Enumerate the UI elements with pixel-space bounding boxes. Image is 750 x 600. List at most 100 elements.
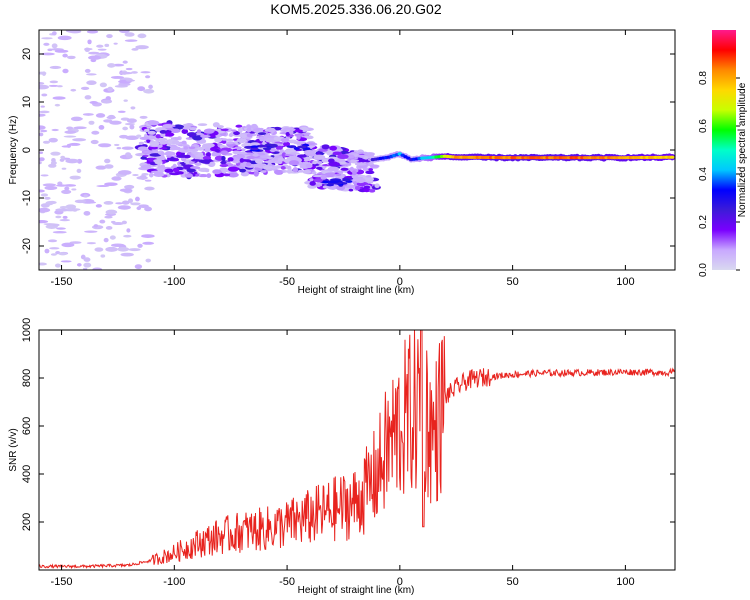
spectrogram-cell: [335, 173, 342, 177]
spectrogram-cell: [223, 173, 231, 177]
spectrogram-cell: [39, 125, 46, 130]
spectrogram-cell: [137, 146, 148, 151]
spectrogram-cell: [188, 146, 196, 150]
spectrogram-cell: [190, 166, 201, 170]
spectrogram-cell: [349, 166, 355, 172]
spectrogram-cell: [280, 137, 290, 143]
spectrogram-cell: [125, 79, 136, 82]
spectrogram-cell: [296, 154, 307, 158]
spectrogram-cell: [39, 110, 50, 114]
spectrogram-cell: [126, 118, 137, 124]
spectrogram-cell: [157, 157, 167, 160]
spectrogram-cell: [42, 140, 50, 144]
spectrogram-cell: [118, 71, 133, 75]
spectrogram-cell: [225, 141, 234, 145]
spectrogram-cell: [104, 164, 114, 169]
spectrogram-cell: [39, 207, 51, 213]
spectrogram-cell: [65, 204, 77, 210]
spectrogram-cell: [121, 220, 127, 225]
spectrogram-cell: [61, 189, 72, 194]
spectrogram-cell: [155, 134, 161, 139]
spectrogram-cell: [50, 151, 61, 156]
spectrogram-cell: [155, 138, 161, 142]
spectrogram-cell: [39, 81, 45, 85]
spectrogram-cell: [80, 86, 90, 90]
spectrogram-cell: [368, 168, 373, 172]
spectrogram-cell: [241, 148, 246, 152]
spectrogram-cell: [240, 171, 250, 177]
spectrogram-cell: [337, 154, 349, 160]
spectrogram-cell: [104, 215, 113, 219]
spectrogram-cell: [235, 124, 243, 128]
spectrogram-cell: [153, 172, 165, 177]
spectrogram-cell: [125, 135, 139, 140]
colorbar-tick-label: 0.6: [698, 119, 709, 133]
spectrogram-cell: [125, 67, 133, 71]
spectrogram-cell: [365, 170, 375, 175]
colorbar-tick-label: 0.0: [698, 263, 709, 277]
spectrogram-cell: [206, 173, 212, 178]
dominant-frequency-track: [369, 151, 675, 163]
spectrogram-cell: [339, 150, 349, 154]
spectrogram-cell: [40, 193, 49, 197]
spectrogram-cell: [124, 184, 135, 190]
spectrogram-cell: [363, 185, 371, 189]
spectrogram-cell: [189, 126, 197, 131]
spectrogram-cell: [228, 133, 234, 138]
spectrogram-cell: [83, 262, 92, 268]
spectrogram-cell: [275, 160, 280, 164]
spectrogram-cell: [54, 103, 61, 107]
spectrogram-cell: [209, 161, 216, 167]
spectrogram-cell: [98, 143, 112, 148]
spectrogram-cell: [184, 173, 193, 178]
spectrogram-cell: [239, 168, 247, 173]
colorbar-tick-label: 0.2: [698, 215, 709, 229]
spectrogram-cell: [235, 153, 245, 160]
spectrogram-cell: [40, 174, 49, 177]
spectrogram-cell: [44, 248, 50, 254]
spectrogram-cell: [76, 263, 82, 267]
spectrogram-cell: [212, 169, 222, 175]
spectrogram-cell: [137, 243, 143, 248]
spectrogram-cell: [41, 93, 48, 97]
spectrogram-cell: [341, 178, 351, 182]
spectrogram-cell: [255, 159, 262, 164]
spectrogram-cell: [42, 183, 57, 187]
x-tick-label: -150: [51, 576, 73, 588]
spectrogram-cell: [113, 143, 120, 147]
spectrogram-cell: [162, 132, 175, 137]
spectrogram-cell: [253, 163, 260, 168]
spectrogram-cell: [62, 53, 68, 58]
spectrogram-cell: [195, 173, 200, 177]
spectrogram-x-ticks: -150 -100 -50 0 50 100: [51, 30, 635, 288]
spectrogram-cell: [84, 95, 92, 100]
spectrogram-cell: [48, 84, 59, 87]
spectrogram-cell: [264, 137, 275, 143]
spectrogram-cell: [354, 185, 361, 191]
spectrogram-cell: [148, 84, 153, 90]
spectrogram-cell: [107, 63, 116, 68]
y-tick-label: 600: [21, 417, 33, 435]
spectrogram-cell: [50, 253, 57, 256]
spectrogram-cell: [91, 130, 100, 135]
snr-x-label: Height of straight line (km): [298, 585, 415, 596]
spectrogram-cell: [363, 155, 369, 160]
spectrogram-cell: [287, 168, 293, 174]
spectrogram-cell: [140, 71, 151, 74]
y-tick-label: 800: [21, 369, 33, 387]
x-tick-label: -100: [163, 276, 185, 288]
spectrogram-cell: [326, 183, 335, 187]
spectrogram-cell: [61, 145, 71, 148]
spectrogram-cell: [313, 154, 326, 160]
spectrogram-cell: [362, 167, 369, 171]
spectrogram-cell: [147, 120, 160, 126]
spectrogram-cell: [88, 51, 100, 55]
spectrogram-cell: [56, 227, 66, 230]
spectrogram-cell: [129, 124, 135, 130]
spectrogram-cell: [116, 146, 122, 150]
spectrogram-cell: [57, 35, 72, 41]
spectrogram-cell: [126, 228, 131, 233]
spectrogram-cell: [143, 150, 154, 154]
spectrogram-cell: [40, 105, 45, 108]
spectrogram-cell: [130, 106, 136, 110]
